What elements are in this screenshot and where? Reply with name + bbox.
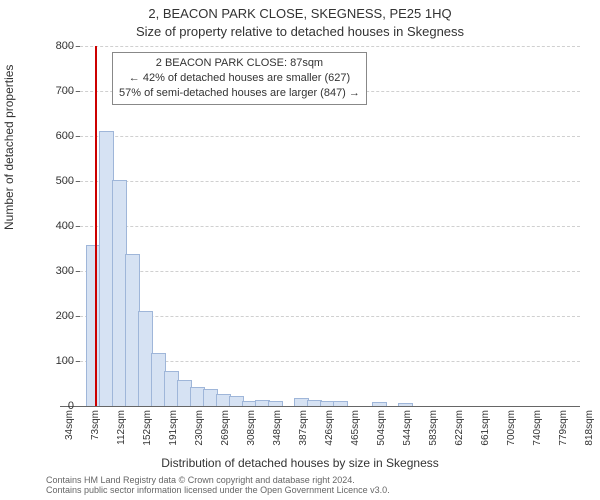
y-tick-label: 200 [40, 310, 74, 322]
x-axis-label: Distribution of detached houses by size … [0, 456, 600, 470]
histogram-bar [268, 401, 283, 406]
histogram-bar [372, 402, 387, 406]
y-tick-label: 600 [40, 130, 74, 142]
annotation-line-3: 57% of semi-detached houses are larger (… [119, 86, 360, 101]
annotation-line-2: ← 42% of detached houses are smaller (62… [119, 71, 360, 86]
y-tick-label: 500 [40, 175, 74, 187]
y-tick-label: 300 [40, 265, 74, 277]
annotation-line-1: 2 BEACON PARK CLOSE: 87sqm [119, 56, 360, 71]
annotation-box: 2 BEACON PARK CLOSE: 87sqm ← 42% of deta… [112, 52, 367, 105]
y-tick-label: 800 [40, 40, 74, 52]
y-axis-label: Number of detached properties [2, 65, 16, 230]
page-title: 2, BEACON PARK CLOSE, SKEGNESS, PE25 1HQ [0, 6, 600, 21]
y-tick-label: 700 [40, 85, 74, 97]
histogram-bar [333, 401, 348, 406]
histogram-bar [398, 403, 413, 406]
footer-line-2: Contains public sector information licen… [46, 486, 586, 496]
y-tick-label: 400 [40, 220, 74, 232]
y-tick-label: 0 [40, 400, 74, 412]
chart-plot-area: 2 BEACON PARK CLOSE: 87sqm ← 42% of deta… [60, 46, 580, 407]
footer-attribution: Contains HM Land Registry data © Crown c… [46, 476, 586, 496]
chart-subtitle: Size of property relative to detached ho… [0, 24, 600, 39]
y-tick-label: 100 [40, 355, 74, 367]
property-marker-line [95, 46, 97, 406]
